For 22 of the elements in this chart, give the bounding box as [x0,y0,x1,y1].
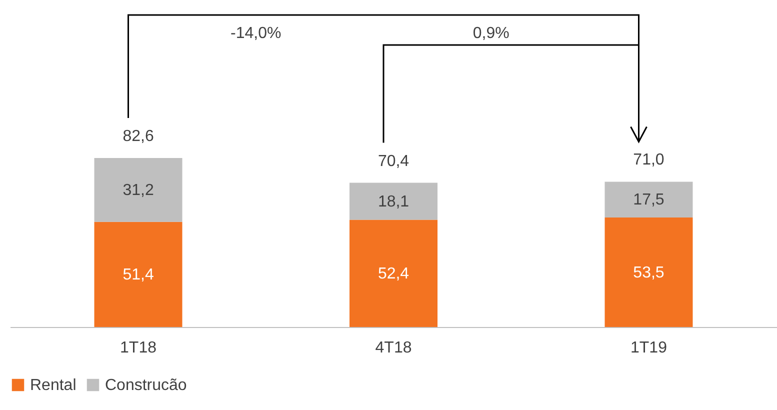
data-label: 53,5 [633,264,664,282]
bar [94,158,182,222]
total-label: 70,4 [378,152,410,170]
bar [350,182,438,220]
total-label: 71,0 [633,152,664,169]
text: -14,0% [230,25,282,42]
legend-label: Construcão [105,377,187,394]
bar [604,182,693,218]
x-tick-label: 4T18 [375,340,412,356]
data-label: 51,4 [122,266,154,284]
bar [94,222,182,327]
bar [350,220,438,327]
x-tick-label: 1T18 [120,340,157,356]
total-label: 82,6 [122,128,154,146]
x-tick-label: 1T19 [630,340,668,356]
legend-label: Rental [30,377,76,394]
data-label: 18,1 [378,193,410,210]
text: 0,9% [472,25,510,42]
data-label: 31,2 [122,182,154,199]
data-label: 52,4 [378,265,410,282]
data-label: 17,5 [633,192,664,209]
bar [604,218,693,327]
